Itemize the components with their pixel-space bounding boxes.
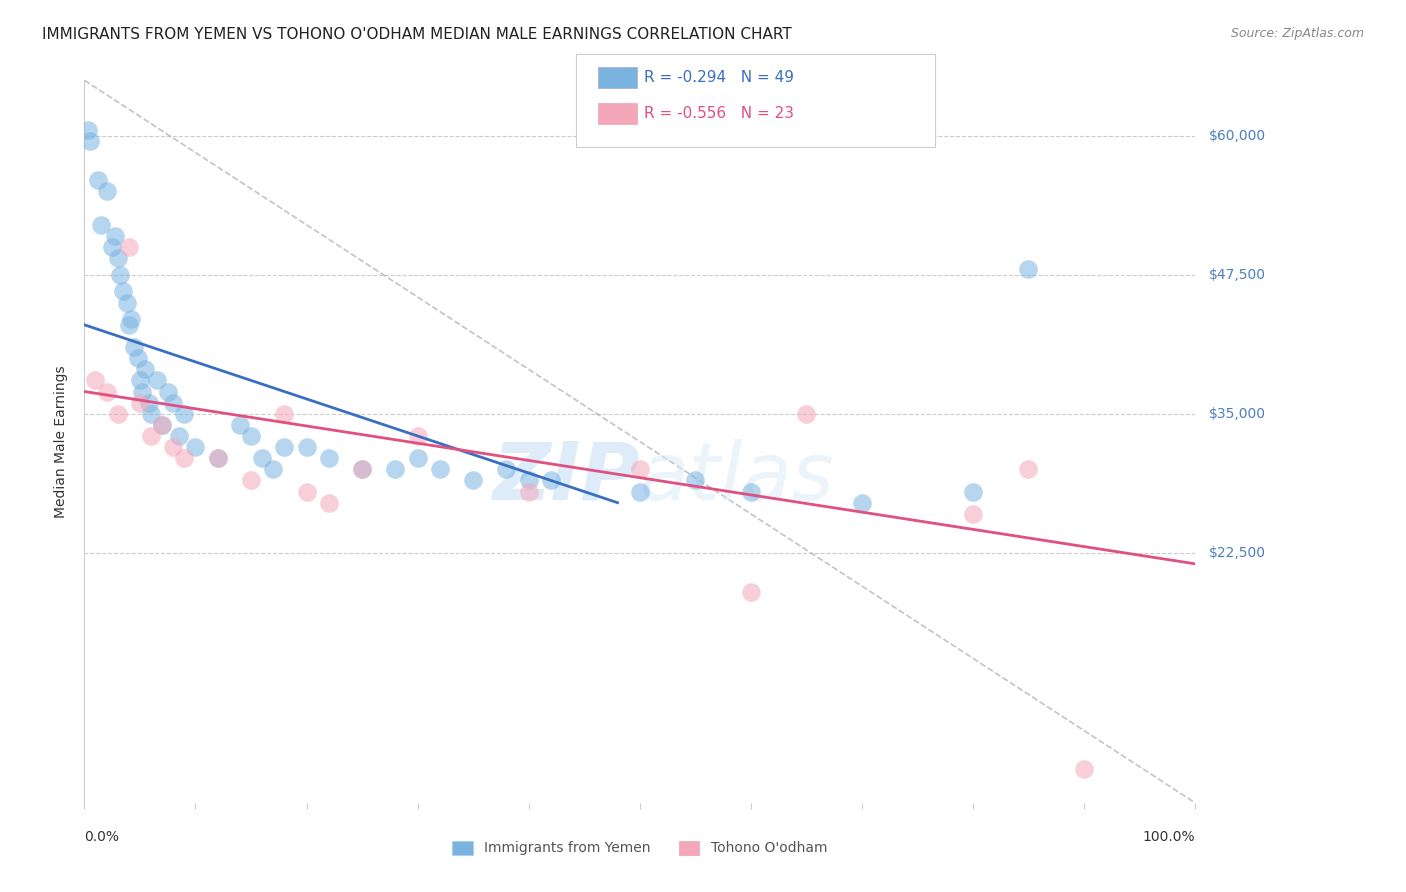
Point <box>150 417 173 432</box>
Point <box>1073 763 1095 777</box>
Point <box>352 462 374 476</box>
Point <box>162 440 184 454</box>
Point <box>107 251 129 265</box>
Text: $22,500: $22,500 <box>1209 546 1267 559</box>
Point <box>628 484 651 499</box>
Point <box>207 451 229 466</box>
Point <box>229 417 252 432</box>
Point <box>406 451 429 466</box>
Text: 100.0%: 100.0% <box>1143 830 1195 844</box>
Point <box>628 462 651 476</box>
Point <box>107 407 129 421</box>
Point <box>495 462 517 476</box>
Point <box>90 218 112 232</box>
Text: $47,500: $47,500 <box>1209 268 1267 282</box>
Point <box>138 395 160 409</box>
Point <box>96 384 118 399</box>
Point <box>352 462 374 476</box>
Point <box>129 373 152 387</box>
Point <box>84 373 107 387</box>
Point <box>295 484 318 499</box>
Point <box>120 312 142 326</box>
Text: Source: ZipAtlas.com: Source: ZipAtlas.com <box>1230 27 1364 40</box>
Point <box>76 123 98 137</box>
Point <box>115 295 138 310</box>
Point <box>239 474 263 488</box>
Y-axis label: Median Male Earnings: Median Male Earnings <box>53 365 67 518</box>
Point <box>1018 462 1040 476</box>
Point <box>463 474 485 488</box>
Point <box>108 268 131 282</box>
Point <box>207 451 229 466</box>
Point <box>118 318 141 332</box>
Text: $60,000: $60,000 <box>1209 128 1267 143</box>
Point <box>173 407 195 421</box>
Point <box>262 462 284 476</box>
Point <box>162 395 184 409</box>
Text: 0.0%: 0.0% <box>84 830 120 844</box>
Point <box>86 173 108 187</box>
Point <box>124 340 146 354</box>
Point <box>851 496 873 510</box>
Point <box>318 451 340 466</box>
Point <box>156 384 179 399</box>
Point <box>118 240 141 254</box>
Point <box>139 429 162 443</box>
Point <box>134 362 156 376</box>
Text: $35,000: $35,000 <box>1209 407 1267 421</box>
Point <box>740 484 762 499</box>
Point <box>1018 262 1040 277</box>
Legend: Immigrants from Yemen, Tohono O'odham: Immigrants from Yemen, Tohono O'odham <box>447 835 832 861</box>
Point <box>318 496 340 510</box>
Point <box>79 135 101 149</box>
Text: R = -0.556   N = 23: R = -0.556 N = 23 <box>644 106 794 120</box>
Point <box>131 384 153 399</box>
Point <box>250 451 273 466</box>
Text: IMMIGRANTS FROM YEMEN VS TOHONO O'ODHAM MEDIAN MALE EARNINGS CORRELATION CHART: IMMIGRANTS FROM YEMEN VS TOHONO O'ODHAM … <box>42 27 792 42</box>
Point <box>406 429 429 443</box>
Point <box>295 440 318 454</box>
Point <box>101 240 124 254</box>
Point <box>112 285 135 299</box>
Point <box>184 440 207 454</box>
Point <box>962 507 984 521</box>
Point <box>429 462 451 476</box>
Point <box>796 407 818 421</box>
Point <box>962 484 984 499</box>
Point <box>129 395 152 409</box>
Point <box>517 484 540 499</box>
Point <box>517 474 540 488</box>
Point <box>273 440 295 454</box>
Point <box>104 228 127 243</box>
Point <box>173 451 195 466</box>
Text: R = -0.294   N = 49: R = -0.294 N = 49 <box>644 70 794 85</box>
Point <box>167 429 190 443</box>
Point <box>150 417 173 432</box>
Point <box>740 584 762 599</box>
Point <box>540 474 562 488</box>
Point <box>239 429 263 443</box>
Point <box>384 462 406 476</box>
Text: atlas: atlas <box>640 439 835 516</box>
Point <box>96 185 118 199</box>
Text: ZIP: ZIP <box>492 439 640 516</box>
Point <box>139 407 162 421</box>
Point <box>145 373 167 387</box>
Point <box>685 474 707 488</box>
Point <box>127 351 149 366</box>
Point <box>273 407 295 421</box>
